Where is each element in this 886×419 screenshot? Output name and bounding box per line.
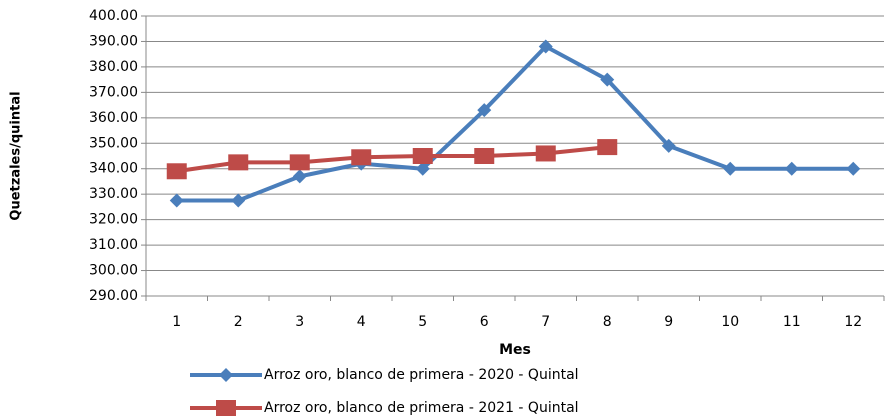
point [169, 193, 184, 208]
point [228, 154, 249, 171]
point [784, 161, 799, 176]
y-tick-label: 350.00 [89, 135, 138, 151]
x-tick-label: 12 [844, 314, 862, 330]
legend-label: Arroz oro, blanco de primera - 2020 - Qu… [264, 367, 579, 383]
series-line [176, 145, 608, 174]
y-tick-label: 380.00 [89, 59, 138, 75]
point [846, 161, 861, 176]
x-tick-label: 5 [418, 314, 427, 330]
point [535, 145, 556, 162]
y-tick-label: 300.00 [89, 263, 138, 279]
point [723, 161, 738, 176]
y-tick-label: 310.00 [89, 237, 138, 253]
point [415, 161, 430, 176]
x-tick-label: 8 [603, 314, 612, 330]
point [661, 138, 676, 153]
legend-marker [219, 368, 233, 382]
x-tick-label: 11 [783, 314, 801, 330]
point [166, 163, 187, 180]
y-tick-label: 400.00 [89, 8, 138, 24]
y-tick-label: 290.00 [89, 288, 138, 304]
x-tick-label: 9 [664, 314, 673, 330]
y-axis-title: Quetzales/quintal [9, 91, 24, 220]
legend-label: Arroz oro, blanco de primera - 2021 - Qu… [264, 400, 579, 416]
point [231, 193, 246, 208]
y-tick-label: 360.00 [89, 110, 138, 126]
series-line [176, 44, 854, 203]
point [292, 169, 307, 184]
point [351, 149, 372, 166]
y-tick-label: 320.00 [89, 212, 138, 228]
x-tick-label: 1 [172, 314, 181, 330]
point [538, 39, 553, 54]
legend-marker [216, 400, 236, 416]
point [474, 148, 495, 164]
x-axis-title: Mes [499, 342, 531, 358]
x-tick-label: 6 [480, 314, 489, 330]
x-tick-label: 10 [721, 314, 739, 330]
y-tick-label: 330.00 [89, 186, 138, 202]
y-tick-label: 340.00 [89, 161, 138, 177]
y-tick-label: 370.00 [89, 84, 138, 100]
point [597, 139, 618, 156]
point [477, 103, 492, 118]
x-tick-label: 3 [295, 314, 304, 330]
point [289, 154, 310, 171]
point [600, 72, 615, 87]
y-tick-label: 390.00 [89, 33, 138, 49]
point [412, 148, 433, 164]
x-tick-label: 7 [541, 314, 550, 330]
x-tick-label: 4 [357, 314, 366, 330]
x-tick-label: 2 [234, 314, 243, 330]
